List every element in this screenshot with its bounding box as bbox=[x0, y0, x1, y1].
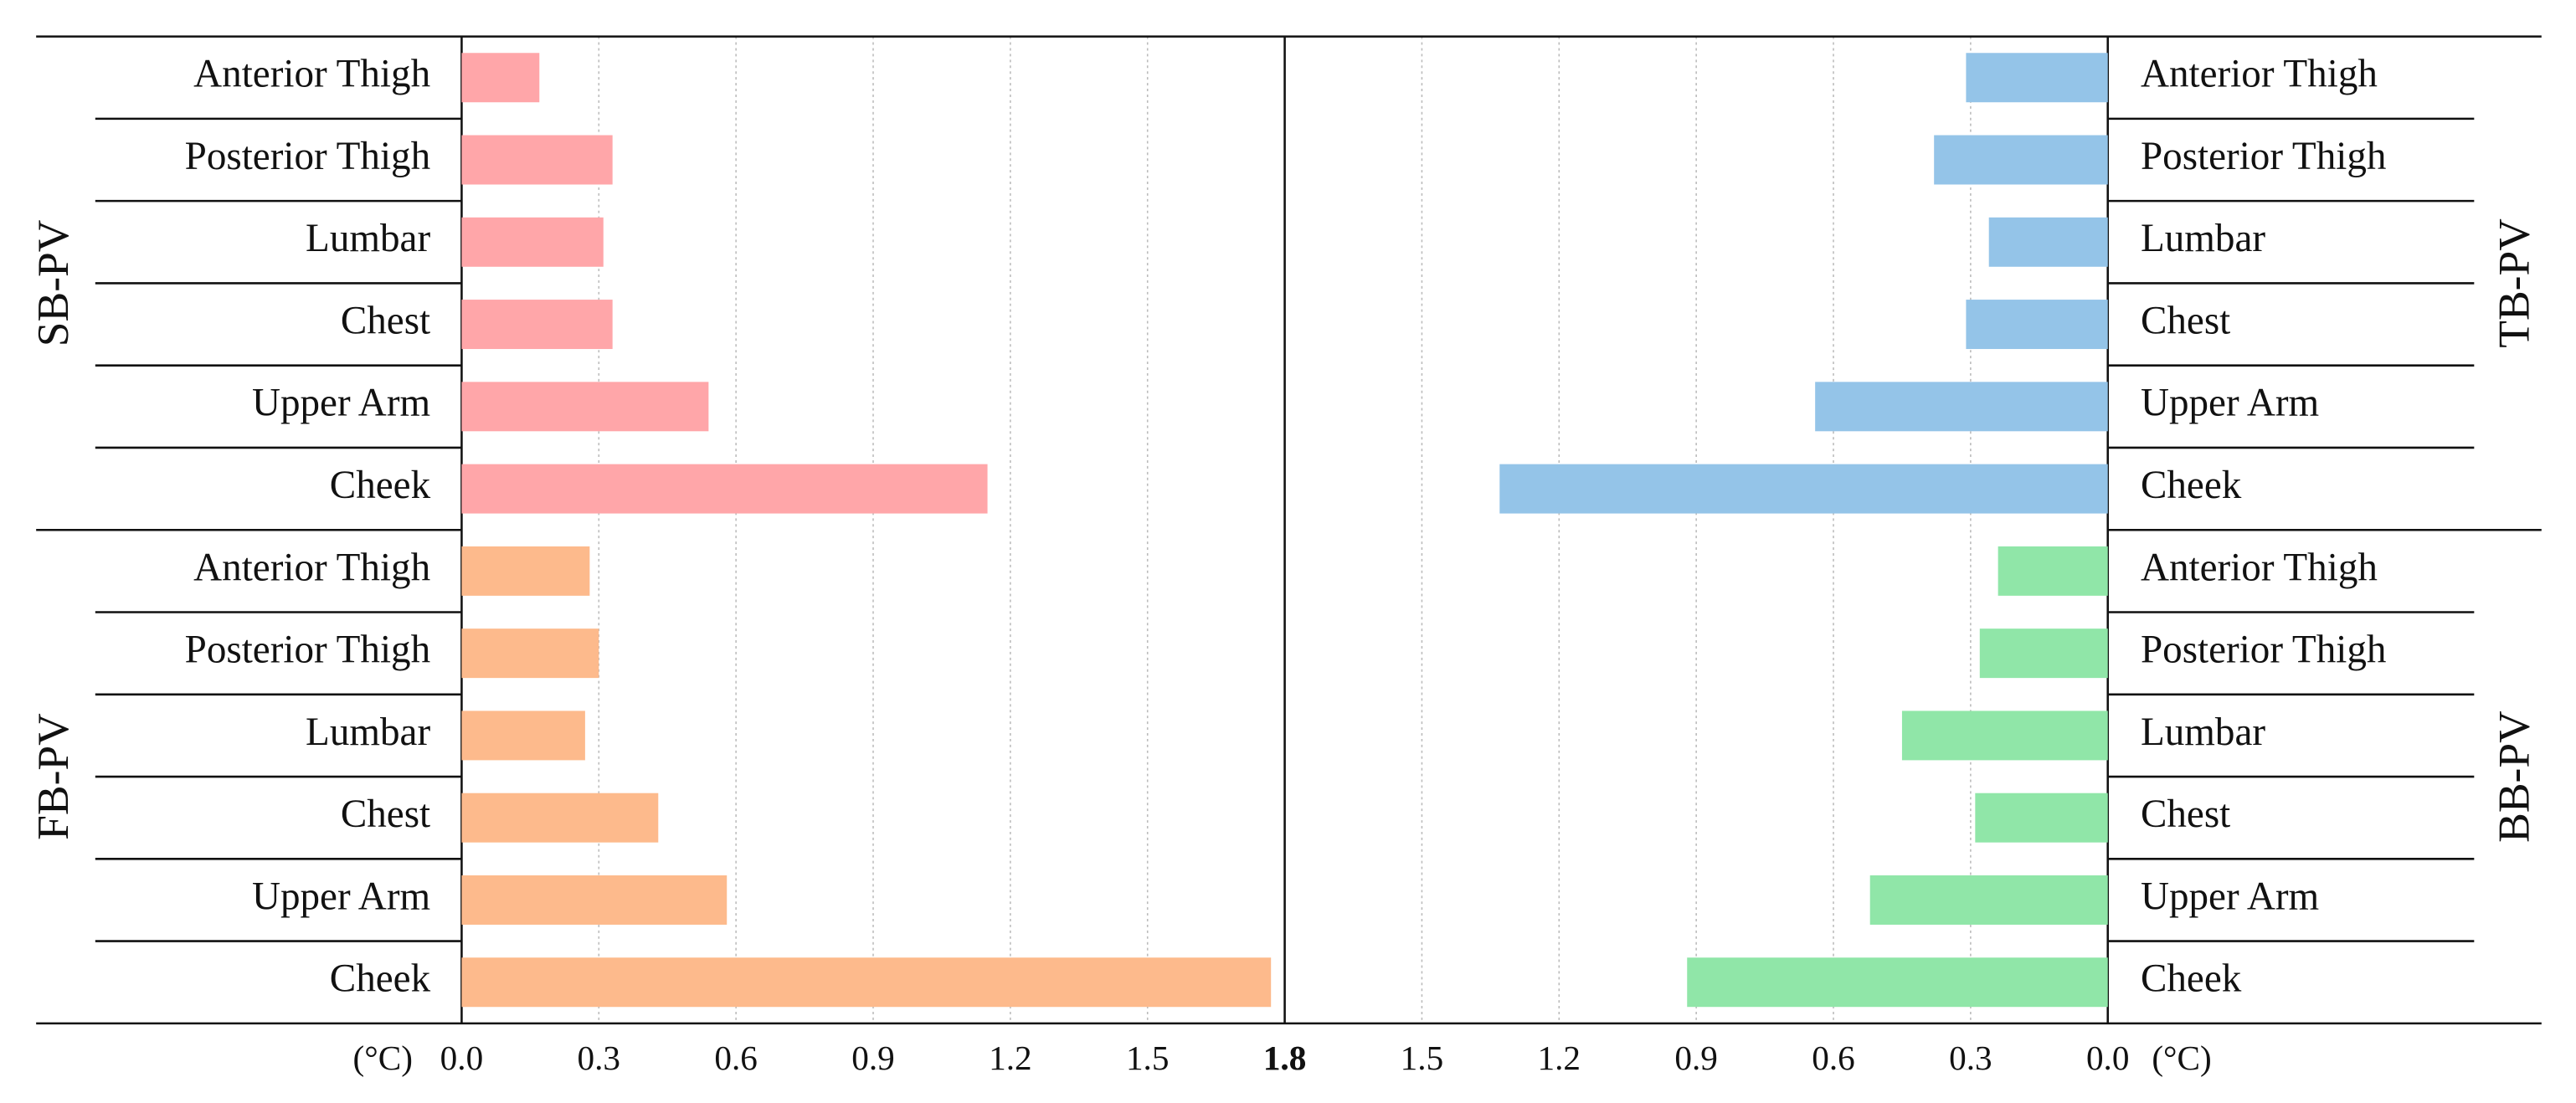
bar bbox=[1934, 135, 2108, 185]
bar bbox=[1901, 711, 2108, 761]
bar bbox=[461, 628, 599, 679]
bar bbox=[1998, 546, 2108, 596]
x-tick-label: 0.6 bbox=[1812, 1039, 1855, 1077]
category-label: Cheek bbox=[330, 464, 431, 507]
x-tick-label: 0.9 bbox=[851, 1039, 895, 1077]
bar bbox=[461, 300, 613, 350]
bar bbox=[461, 957, 1272, 1008]
category-label: Cheek bbox=[2141, 957, 2242, 1000]
category-label: Lumbar bbox=[306, 711, 430, 754]
bar bbox=[1966, 300, 2108, 350]
category-label: Anterior Thigh bbox=[2141, 546, 2378, 589]
category-label: Anterior Thigh bbox=[193, 546, 430, 589]
bar bbox=[461, 217, 604, 267]
x-tick-label: 0.6 bbox=[714, 1039, 758, 1077]
x-tick-label: 0.3 bbox=[1949, 1039, 1992, 1077]
bar bbox=[461, 793, 659, 843]
category-label: Lumbar bbox=[2141, 711, 2265, 754]
x-tick-label: 1.5 bbox=[1401, 1039, 1444, 1077]
category-label: Posterior Thigh bbox=[185, 135, 431, 178]
bar bbox=[461, 711, 585, 761]
x-tick-label: 1.5 bbox=[1126, 1039, 1170, 1077]
bar bbox=[461, 546, 590, 596]
category-label: Cheek bbox=[330, 957, 431, 1000]
bar bbox=[1966, 53, 2108, 103]
bar bbox=[1869, 875, 2108, 925]
x-tick-label: 1.8 bbox=[1263, 1039, 1307, 1077]
unit-label: (°C) bbox=[2152, 1039, 2211, 1078]
category-label: Chest bbox=[341, 299, 430, 342]
x-tick-label: 0.3 bbox=[578, 1039, 621, 1077]
x-tick-label: 1.8 bbox=[1263, 1039, 1307, 1077]
category-label: Posterior Thigh bbox=[185, 628, 431, 671]
category-label: Chest bbox=[341, 793, 430, 836]
x-tick-label: 1.2 bbox=[989, 1039, 1032, 1077]
category-label: Anterior Thigh bbox=[2141, 52, 2378, 95]
category-label: Anterior Thigh bbox=[193, 52, 430, 95]
category-label: Upper Arm bbox=[2141, 382, 2319, 425]
bar bbox=[1988, 217, 2108, 267]
group-label: BB-PV bbox=[2490, 711, 2539, 843]
bar bbox=[461, 464, 988, 514]
group-label: SB-PV bbox=[28, 220, 78, 347]
group-label: TB-PV bbox=[2490, 218, 2539, 348]
x-tick-label: 1.2 bbox=[1538, 1039, 1581, 1077]
bar bbox=[1975, 793, 2108, 843]
x-tick-label: 0.0 bbox=[2086, 1039, 2130, 1077]
x-tick-label: 0.9 bbox=[1674, 1039, 1718, 1077]
bar bbox=[1815, 382, 2108, 432]
bar bbox=[1499, 464, 2108, 514]
category-label: Lumbar bbox=[306, 217, 430, 260]
category-label: Chest bbox=[2141, 793, 2230, 836]
bar bbox=[461, 135, 613, 185]
x-tick-label: 0.0 bbox=[440, 1039, 484, 1077]
unit-label: (°C) bbox=[353, 1039, 413, 1078]
category-label: Lumbar bbox=[2141, 217, 2265, 260]
category-label: Upper Arm bbox=[2141, 875, 2319, 918]
bar bbox=[1979, 628, 2108, 679]
group-label: FB-PV bbox=[28, 713, 78, 840]
bar bbox=[461, 53, 540, 103]
bar bbox=[461, 875, 728, 925]
category-label: Upper Arm bbox=[252, 875, 430, 918]
category-label: Chest bbox=[2141, 299, 2230, 342]
bar bbox=[461, 382, 709, 432]
category-label: Posterior Thigh bbox=[2141, 135, 2387, 178]
category-label: Upper Arm bbox=[252, 382, 430, 425]
category-label: Cheek bbox=[2141, 464, 2242, 507]
category-label: Posterior Thigh bbox=[2141, 628, 2387, 671]
bar bbox=[1687, 957, 2108, 1008]
